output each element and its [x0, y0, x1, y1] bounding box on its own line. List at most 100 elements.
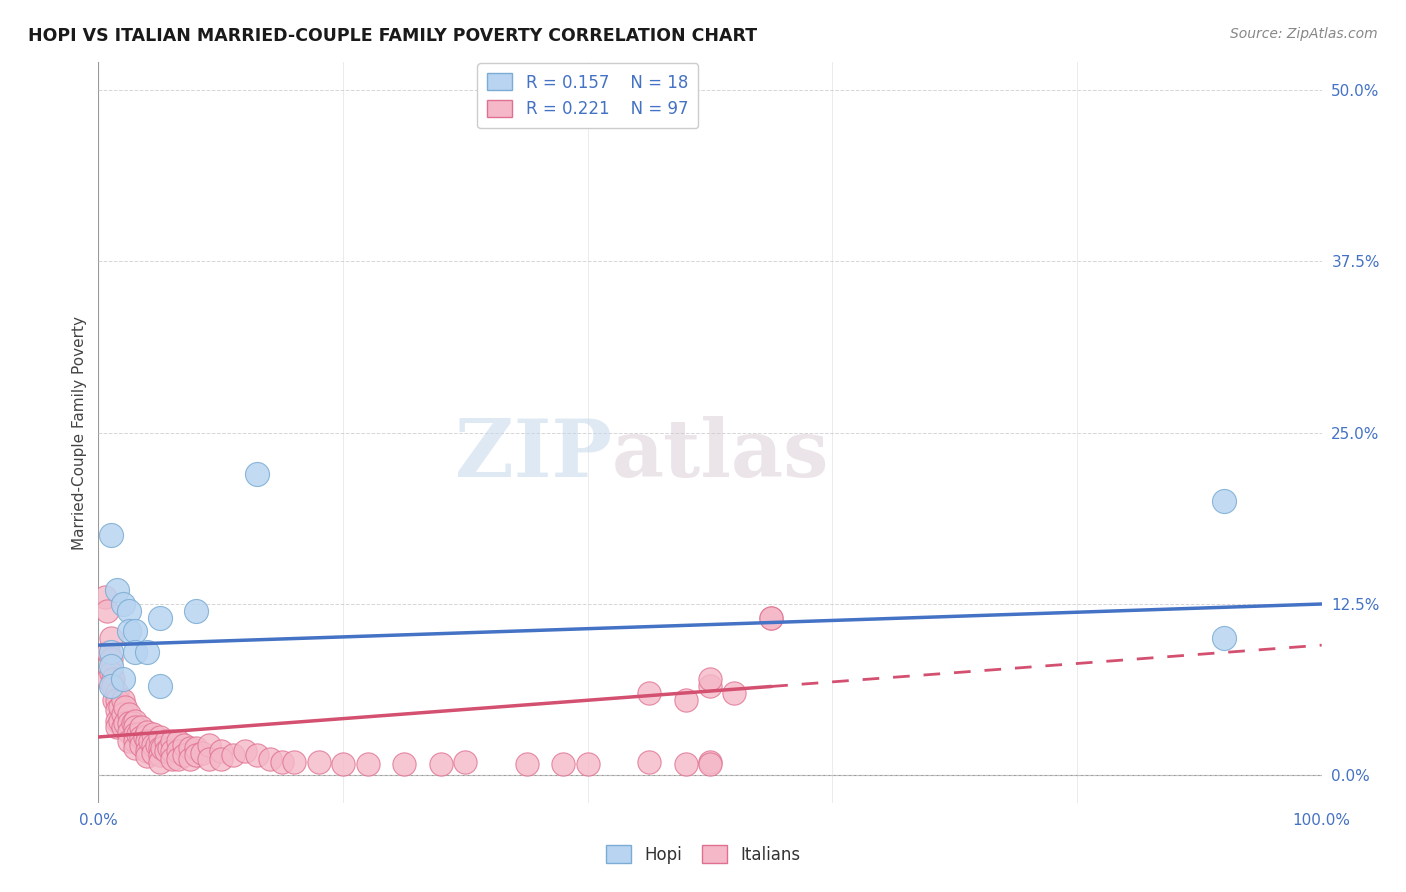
Point	[761, 611, 783, 625]
Point	[209, 752, 232, 766]
Point	[124, 714, 146, 728]
Point	[392, 757, 416, 772]
Point	[167, 752, 190, 766]
Point	[1212, 494, 1234, 508]
Point	[127, 727, 149, 741]
Point	[149, 730, 172, 744]
Point	[149, 741, 172, 756]
Point	[101, 679, 124, 693]
Text: HOPI VS ITALIAN MARRIED-COUPLE FAMILY POVERTY CORRELATION CHART: HOPI VS ITALIAN MARRIED-COUPLE FAMILY PO…	[28, 27, 758, 45]
Point	[430, 757, 453, 772]
Text: atlas: atlas	[612, 416, 830, 494]
Point	[111, 720, 134, 734]
Point	[111, 673, 134, 687]
Point	[149, 611, 172, 625]
Point	[124, 624, 146, 639]
Point	[142, 738, 165, 752]
Point	[179, 752, 201, 766]
Point	[186, 741, 208, 756]
Point	[118, 706, 141, 721]
Point	[136, 744, 159, 758]
Point	[100, 652, 122, 666]
Point	[637, 755, 661, 769]
Point	[259, 752, 281, 766]
Point	[356, 757, 378, 772]
Point	[124, 727, 146, 741]
Point	[103, 693, 125, 707]
Point	[129, 730, 152, 744]
Point	[149, 679, 172, 693]
Point	[124, 645, 146, 659]
Point	[97, 645, 120, 659]
Point	[118, 724, 141, 739]
Point	[105, 714, 128, 728]
Point	[155, 744, 177, 758]
Point	[129, 738, 152, 752]
Point	[699, 673, 721, 687]
Point	[283, 755, 305, 769]
Point	[105, 686, 128, 700]
Point	[197, 752, 219, 766]
Text: ZIP: ZIP	[456, 416, 612, 494]
Point	[160, 752, 183, 766]
Legend: Hopi, Italians: Hopi, Italians	[599, 838, 807, 871]
Point	[118, 716, 141, 731]
Point	[100, 679, 122, 693]
Point	[105, 720, 128, 734]
Point	[149, 747, 172, 762]
Point	[270, 755, 294, 769]
Y-axis label: Married-Couple Family Poverty: Married-Couple Family Poverty	[72, 316, 87, 549]
Point	[155, 734, 177, 748]
Point	[553, 757, 575, 772]
Point	[136, 724, 159, 739]
Point	[111, 706, 134, 721]
Point	[121, 716, 143, 731]
Point	[222, 747, 245, 762]
Point	[246, 747, 269, 762]
Point	[1212, 632, 1234, 646]
Point	[118, 604, 141, 618]
Point	[134, 730, 156, 744]
Point	[105, 693, 128, 707]
Point	[576, 757, 599, 772]
Point	[699, 679, 721, 693]
Legend: R = 0.157    N = 18, R = 0.221    N = 97: R = 0.157 N = 18, R = 0.221 N = 97	[477, 63, 699, 128]
Point	[124, 741, 146, 756]
Point	[118, 624, 141, 639]
Point	[118, 734, 141, 748]
Point	[637, 686, 661, 700]
Point	[136, 749, 159, 764]
Point	[167, 734, 190, 748]
Point	[209, 744, 232, 758]
Point	[111, 597, 134, 611]
Point	[124, 734, 146, 748]
Point	[699, 755, 721, 769]
Point	[675, 757, 697, 772]
Point	[149, 755, 172, 769]
Point	[100, 665, 122, 680]
Point	[308, 755, 330, 769]
Point	[114, 699, 136, 714]
Point	[723, 686, 745, 700]
Point	[105, 702, 128, 716]
Point	[157, 741, 180, 756]
Point	[111, 693, 134, 707]
Point	[97, 673, 120, 687]
Point	[186, 604, 208, 618]
Point	[110, 699, 132, 714]
Point	[761, 611, 783, 625]
Point	[186, 747, 208, 762]
Point	[136, 734, 159, 748]
Point	[139, 734, 162, 748]
Point	[150, 741, 173, 756]
Point	[100, 528, 122, 542]
Point	[110, 714, 132, 728]
Point	[167, 744, 190, 758]
Point	[129, 720, 152, 734]
Point	[699, 757, 721, 772]
Point	[197, 738, 219, 752]
Point	[101, 673, 124, 687]
Point	[100, 645, 122, 659]
Point	[191, 747, 214, 761]
Point	[675, 693, 697, 707]
